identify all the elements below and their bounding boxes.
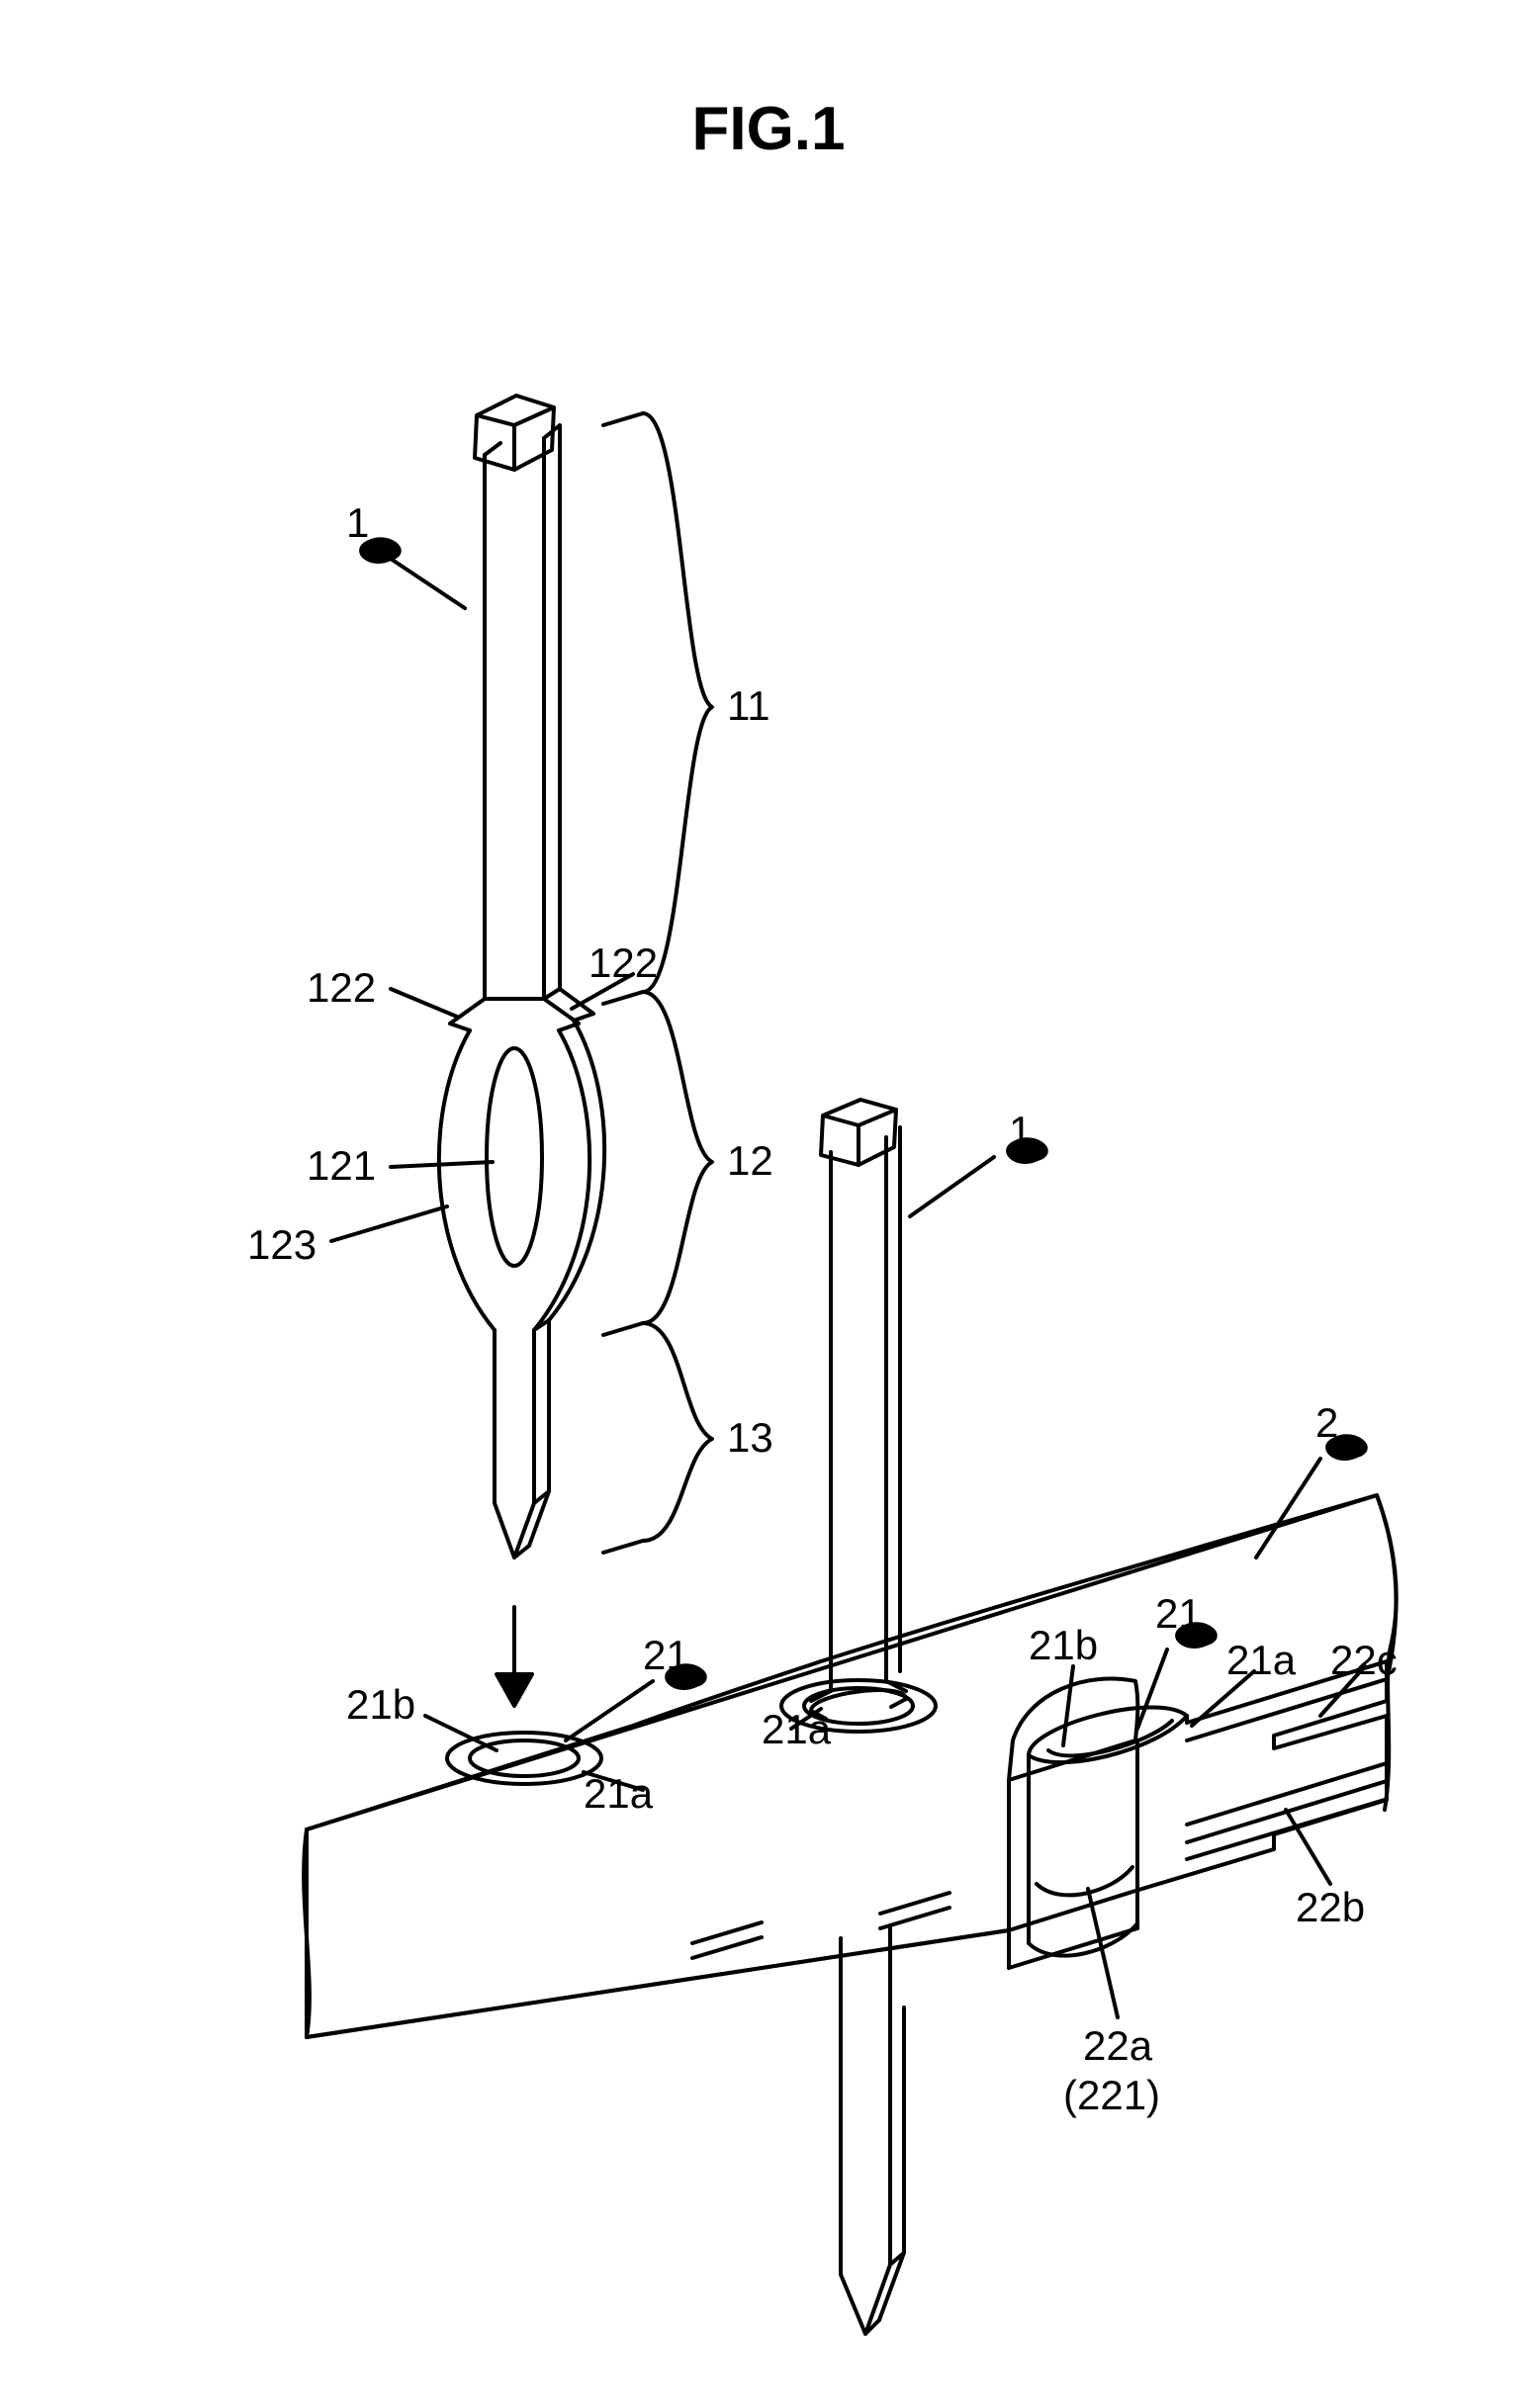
label-1-left: 1 — [346, 499, 369, 547]
label-22b: 22b — [1296, 1884, 1365, 1931]
board — [304, 1495, 1397, 2037]
label-22a: 22a — [1083, 2022, 1152, 2070]
label-21a-right: 21a — [1226, 1637, 1296, 1684]
label-21b-left: 21b — [346, 1681, 415, 1729]
label-2: 2 — [1315, 1399, 1338, 1447]
label-11: 11 — [727, 682, 770, 730]
label-21b-right: 21b — [1029, 1622, 1098, 1669]
patent-figure-page: FIG.1 — [0, 0, 1537, 2408]
label-21a-left: 21a — [584, 1770, 653, 1818]
label-1-right: 1 — [1009, 1108, 1032, 1155]
pin-left — [439, 396, 604, 1558]
label-21a-mid: 21a — [762, 1706, 831, 1753]
label-122-left: 122 — [307, 964, 376, 1012]
insertion-arrow — [497, 1607, 532, 1706]
label-21-right: 21 — [1155, 1590, 1202, 1638]
label-122-right: 122 — [588, 939, 658, 987]
label-21-left: 21 — [643, 1632, 689, 1679]
label-22a-paren: (221) — [1063, 2072, 1160, 2119]
label-121: 121 — [307, 1142, 376, 1190]
label-123: 123 — [247, 1221, 316, 1269]
figure-drawing — [0, 0, 1537, 2408]
label-22c: 22c — [1330, 1637, 1398, 1684]
label-12: 12 — [727, 1137, 773, 1185]
label-13: 13 — [727, 1414, 773, 1462]
